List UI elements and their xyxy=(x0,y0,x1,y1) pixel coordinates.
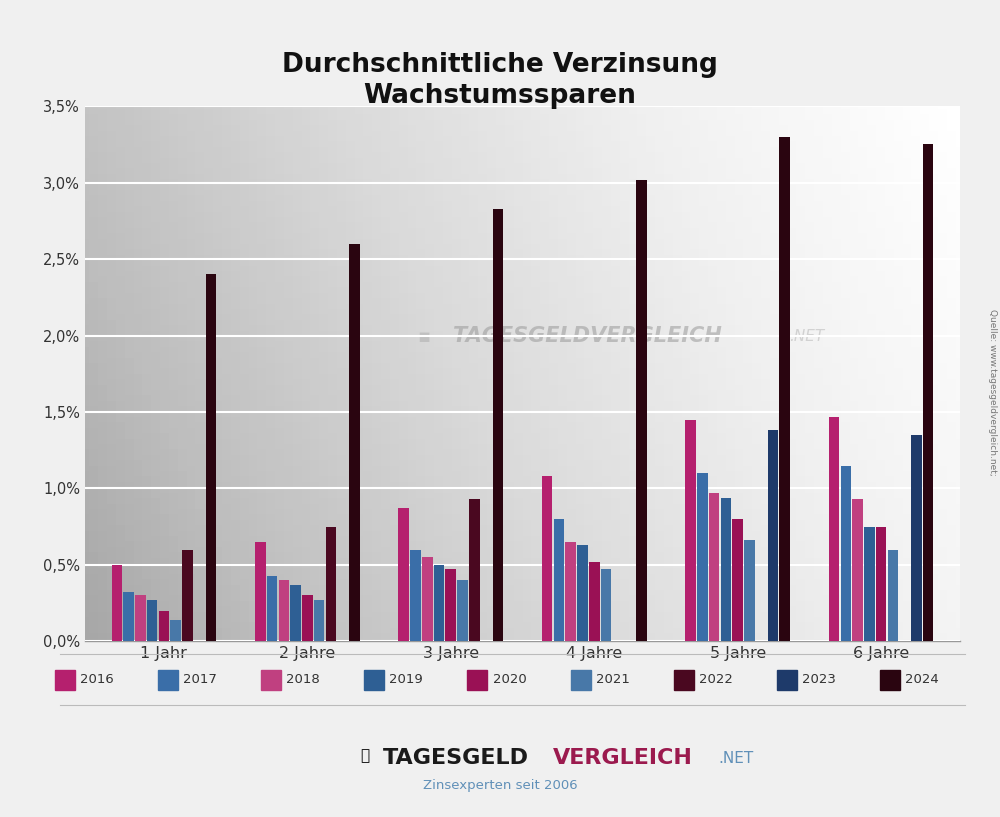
Text: 2022: 2022 xyxy=(699,673,733,686)
Text: .NET: .NET xyxy=(718,751,753,766)
Text: 2021: 2021 xyxy=(596,673,630,686)
Bar xyxy=(732,519,743,641)
Bar xyxy=(255,542,266,641)
Text: 2023: 2023 xyxy=(802,673,836,686)
Bar xyxy=(135,596,146,641)
Bar xyxy=(636,180,647,641)
Bar xyxy=(326,527,336,641)
Text: VERGLEICH: VERGLEICH xyxy=(553,748,693,768)
Bar xyxy=(685,420,696,641)
Bar xyxy=(182,550,193,641)
Bar xyxy=(768,431,778,641)
Bar xyxy=(923,145,933,641)
Bar xyxy=(841,466,851,641)
Bar xyxy=(565,542,576,641)
Bar xyxy=(744,540,755,641)
Text: 2016: 2016 xyxy=(80,673,114,686)
Bar xyxy=(314,600,324,641)
Bar xyxy=(290,585,301,641)
Bar xyxy=(159,611,169,641)
Bar xyxy=(888,550,898,641)
Text: 2024: 2024 xyxy=(905,673,939,686)
Bar xyxy=(422,557,433,641)
Bar xyxy=(112,565,122,641)
Bar xyxy=(457,580,468,641)
Bar xyxy=(601,569,611,641)
Bar xyxy=(852,499,863,641)
Bar xyxy=(398,508,409,641)
Bar xyxy=(493,208,503,641)
Text: 📈: 📈 xyxy=(360,748,370,763)
Text: 2017: 2017 xyxy=(183,673,217,686)
Bar xyxy=(779,136,790,641)
Bar xyxy=(876,527,886,641)
Bar xyxy=(279,580,289,641)
Bar xyxy=(542,476,552,641)
Text: Zinsexperten seit 2006: Zinsexperten seit 2006 xyxy=(423,779,577,792)
Text: Durchschnittliche Verzinsung: Durchschnittliche Verzinsung xyxy=(282,52,718,78)
Text: TAGESGELD: TAGESGELD xyxy=(383,748,529,768)
Bar xyxy=(302,596,313,641)
Text: 2019: 2019 xyxy=(389,673,423,686)
Bar xyxy=(206,275,216,641)
Text: .NET: .NET xyxy=(789,328,825,344)
Bar xyxy=(589,562,600,641)
Bar xyxy=(147,600,157,641)
Bar xyxy=(170,620,181,641)
Bar xyxy=(554,519,564,641)
Text: 2020: 2020 xyxy=(492,673,526,686)
Bar xyxy=(697,473,708,641)
Bar xyxy=(123,592,134,641)
Text: 2018: 2018 xyxy=(286,673,320,686)
Bar xyxy=(469,499,480,641)
Bar xyxy=(864,527,875,641)
Bar xyxy=(829,417,839,641)
Bar xyxy=(577,545,588,641)
Bar xyxy=(267,576,277,641)
Bar xyxy=(445,569,456,641)
Bar xyxy=(911,435,922,641)
Text: TAGESGELDVERGLEICH: TAGESGELDVERGLEICH xyxy=(452,326,721,346)
Text: ▪: ▪ xyxy=(418,327,431,346)
Bar xyxy=(434,565,444,641)
Bar xyxy=(410,550,421,641)
Bar xyxy=(709,493,719,641)
Bar xyxy=(349,243,360,641)
Text: Quelle: www.tagesgeldvergleich.net;: Quelle: www.tagesgeldvergleich.net; xyxy=(988,309,998,475)
Bar xyxy=(721,498,731,641)
Text: Wachstumssparen: Wachstumssparen xyxy=(364,83,636,109)
